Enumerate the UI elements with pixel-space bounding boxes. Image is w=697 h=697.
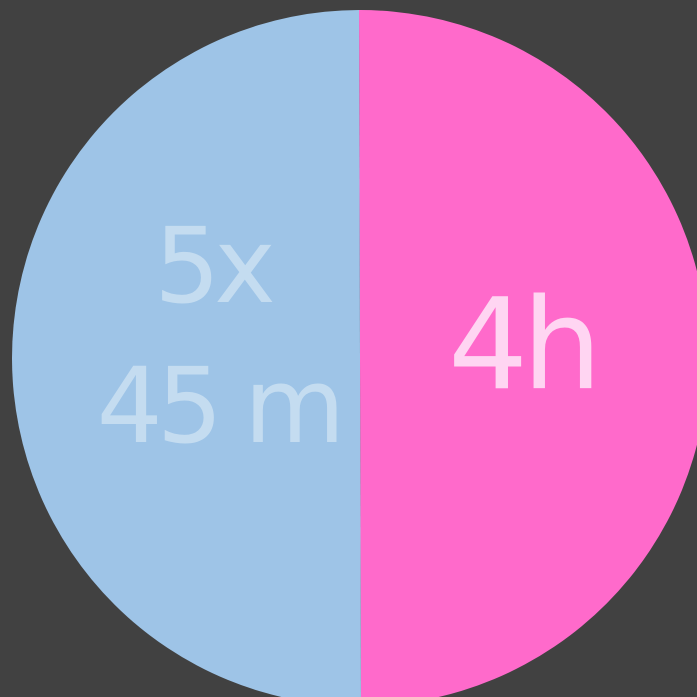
left-segment[interactable]: [12, 10, 361, 697]
right-segment[interactable]: [359, 9, 697, 697]
right-segment-duration: 4h: [448, 271, 596, 418]
left-segment-duration: 45 m: [97, 345, 340, 467]
left-segment-count: 5x: [154, 205, 273, 327]
